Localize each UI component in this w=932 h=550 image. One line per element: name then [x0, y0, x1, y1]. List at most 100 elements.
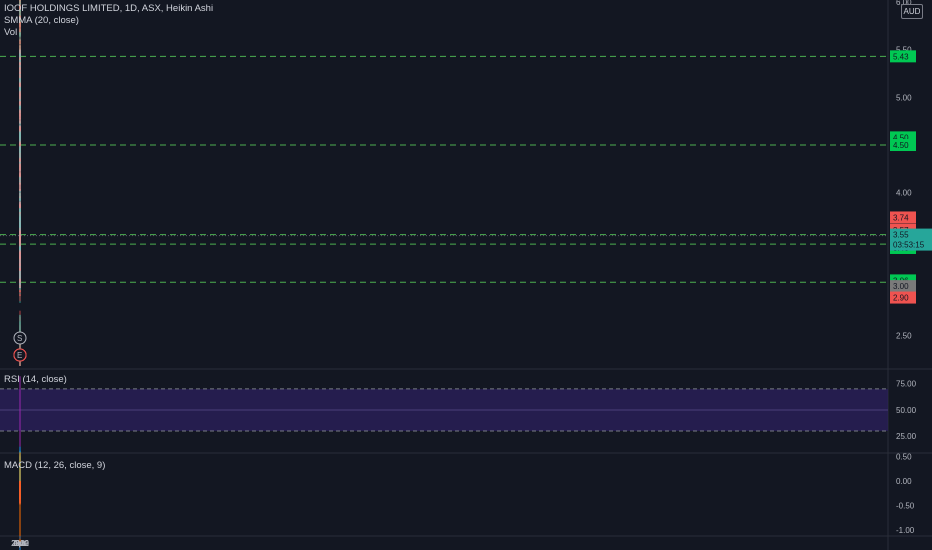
split-marker — [13, 331, 27, 345]
volume-bar — [19, 357, 21, 366]
volume-bar — [19, 360, 21, 366]
volume-bar — [19, 360, 21, 366]
volume-bar — [19, 360, 21, 366]
volume-bar — [19, 359, 21, 366]
volume-bar — [19, 359, 21, 366]
volume-bar — [19, 357, 21, 366]
macd-axis-tick: -0.50 — [896, 502, 915, 511]
volume-bar — [19, 361, 21, 366]
volume-bar — [19, 360, 21, 366]
volume-bar — [19, 359, 21, 366]
volume-bar — [19, 360, 21, 366]
rsi-axis-tick: 75.00 — [896, 380, 917, 389]
volume-bar — [19, 330, 21, 366]
volume-bar — [19, 359, 21, 366]
time-axis-tick: 2022 — [11, 539, 29, 548]
volume-bar — [19, 361, 21, 366]
price-tag — [890, 280, 916, 293]
volume-bar — [19, 357, 21, 366]
volume-bar — [19, 358, 21, 366]
volume-bar — [19, 361, 21, 366]
volume-bar — [19, 360, 21, 366]
macd-axis-tick: -1.00 — [896, 526, 915, 535]
volume-bar — [19, 358, 21, 366]
volume-bar — [19, 361, 21, 366]
volume-bar — [19, 359, 21, 366]
volume-bar — [19, 357, 21, 366]
volume-bar — [19, 358, 21, 366]
volume-bar — [19, 357, 21, 366]
volume-bar — [19, 360, 21, 366]
volume-bar — [19, 357, 21, 366]
currency-button[interactable]: AUD — [901, 4, 923, 19]
volume-bar — [19, 361, 21, 366]
volume-bar — [19, 358, 21, 366]
volume-bar — [19, 358, 21, 366]
volume-bar — [19, 357, 21, 366]
volume-bar — [19, 359, 21, 366]
volume-bar — [19, 358, 21, 366]
volume-bar — [19, 361, 21, 366]
volume-bar — [19, 357, 21, 366]
volume-bar — [19, 361, 21, 366]
volume-bar — [19, 361, 21, 366]
volume-bar — [19, 358, 21, 366]
volume-bar — [19, 358, 21, 366]
volume-bar — [19, 360, 21, 366]
volume-bar — [19, 357, 21, 366]
volume-bar — [19, 358, 21, 366]
volume-bar — [19, 361, 21, 366]
time-axis-tick: Jul — [13, 539, 23, 548]
volume-bar — [19, 358, 21, 366]
volume-bar — [19, 357, 21, 366]
volume-bar — [19, 358, 21, 366]
earnings-marker-label: E — [17, 351, 22, 360]
volume-bar — [19, 357, 21, 366]
volume-bar — [19, 361, 21, 366]
volume-bar — [19, 360, 21, 366]
volume-bar — [19, 359, 21, 366]
volume-bar — [19, 357, 21, 366]
volume-bar — [19, 361, 21, 366]
volume-bar — [19, 359, 21, 366]
volume-bar — [19, 359, 21, 366]
last-price-tag — [890, 228, 932, 251]
volume-bar — [19, 358, 21, 366]
volume-bar — [19, 361, 21, 366]
volume-bar — [19, 360, 21, 366]
volume-bar — [19, 360, 21, 366]
volume-bar — [19, 359, 21, 366]
time-axis-tick: Jul — [13, 539, 23, 548]
volume-bar — [19, 357, 21, 366]
volume-bar — [19, 361, 21, 366]
volume-bar — [19, 358, 21, 366]
volume-bar — [19, 360, 21, 366]
volume-bar — [19, 361, 21, 366]
price-tag — [890, 291, 916, 304]
volume-bar — [19, 357, 21, 366]
volume-bar — [19, 358, 21, 366]
volume-bar — [19, 360, 21, 366]
volume-bar — [19, 361, 21, 366]
volume-bar — [19, 361, 21, 366]
volume-bar — [19, 361, 21, 366]
price-tag-label: 3.74 — [893, 213, 909, 222]
time-axis-tick: Jul — [13, 539, 23, 548]
volume-bar — [19, 359, 21, 366]
volume-bar — [19, 360, 21, 366]
volume-bar — [19, 360, 21, 366]
volume-bar — [19, 360, 21, 366]
volume-bar — [19, 361, 21, 366]
volume-bar — [19, 360, 21, 366]
volume-bar — [19, 357, 21, 366]
volume-bar — [19, 360, 21, 366]
volume-bar — [19, 361, 21, 366]
volume-legend: Vol — [4, 27, 18, 38]
volume-bar — [19, 357, 21, 366]
volume-bar — [19, 358, 21, 366]
volume-bar — [19, 359, 21, 366]
volume-bar — [19, 361, 21, 366]
volume-bar — [19, 357, 21, 366]
volume-bar — [19, 359, 21, 366]
